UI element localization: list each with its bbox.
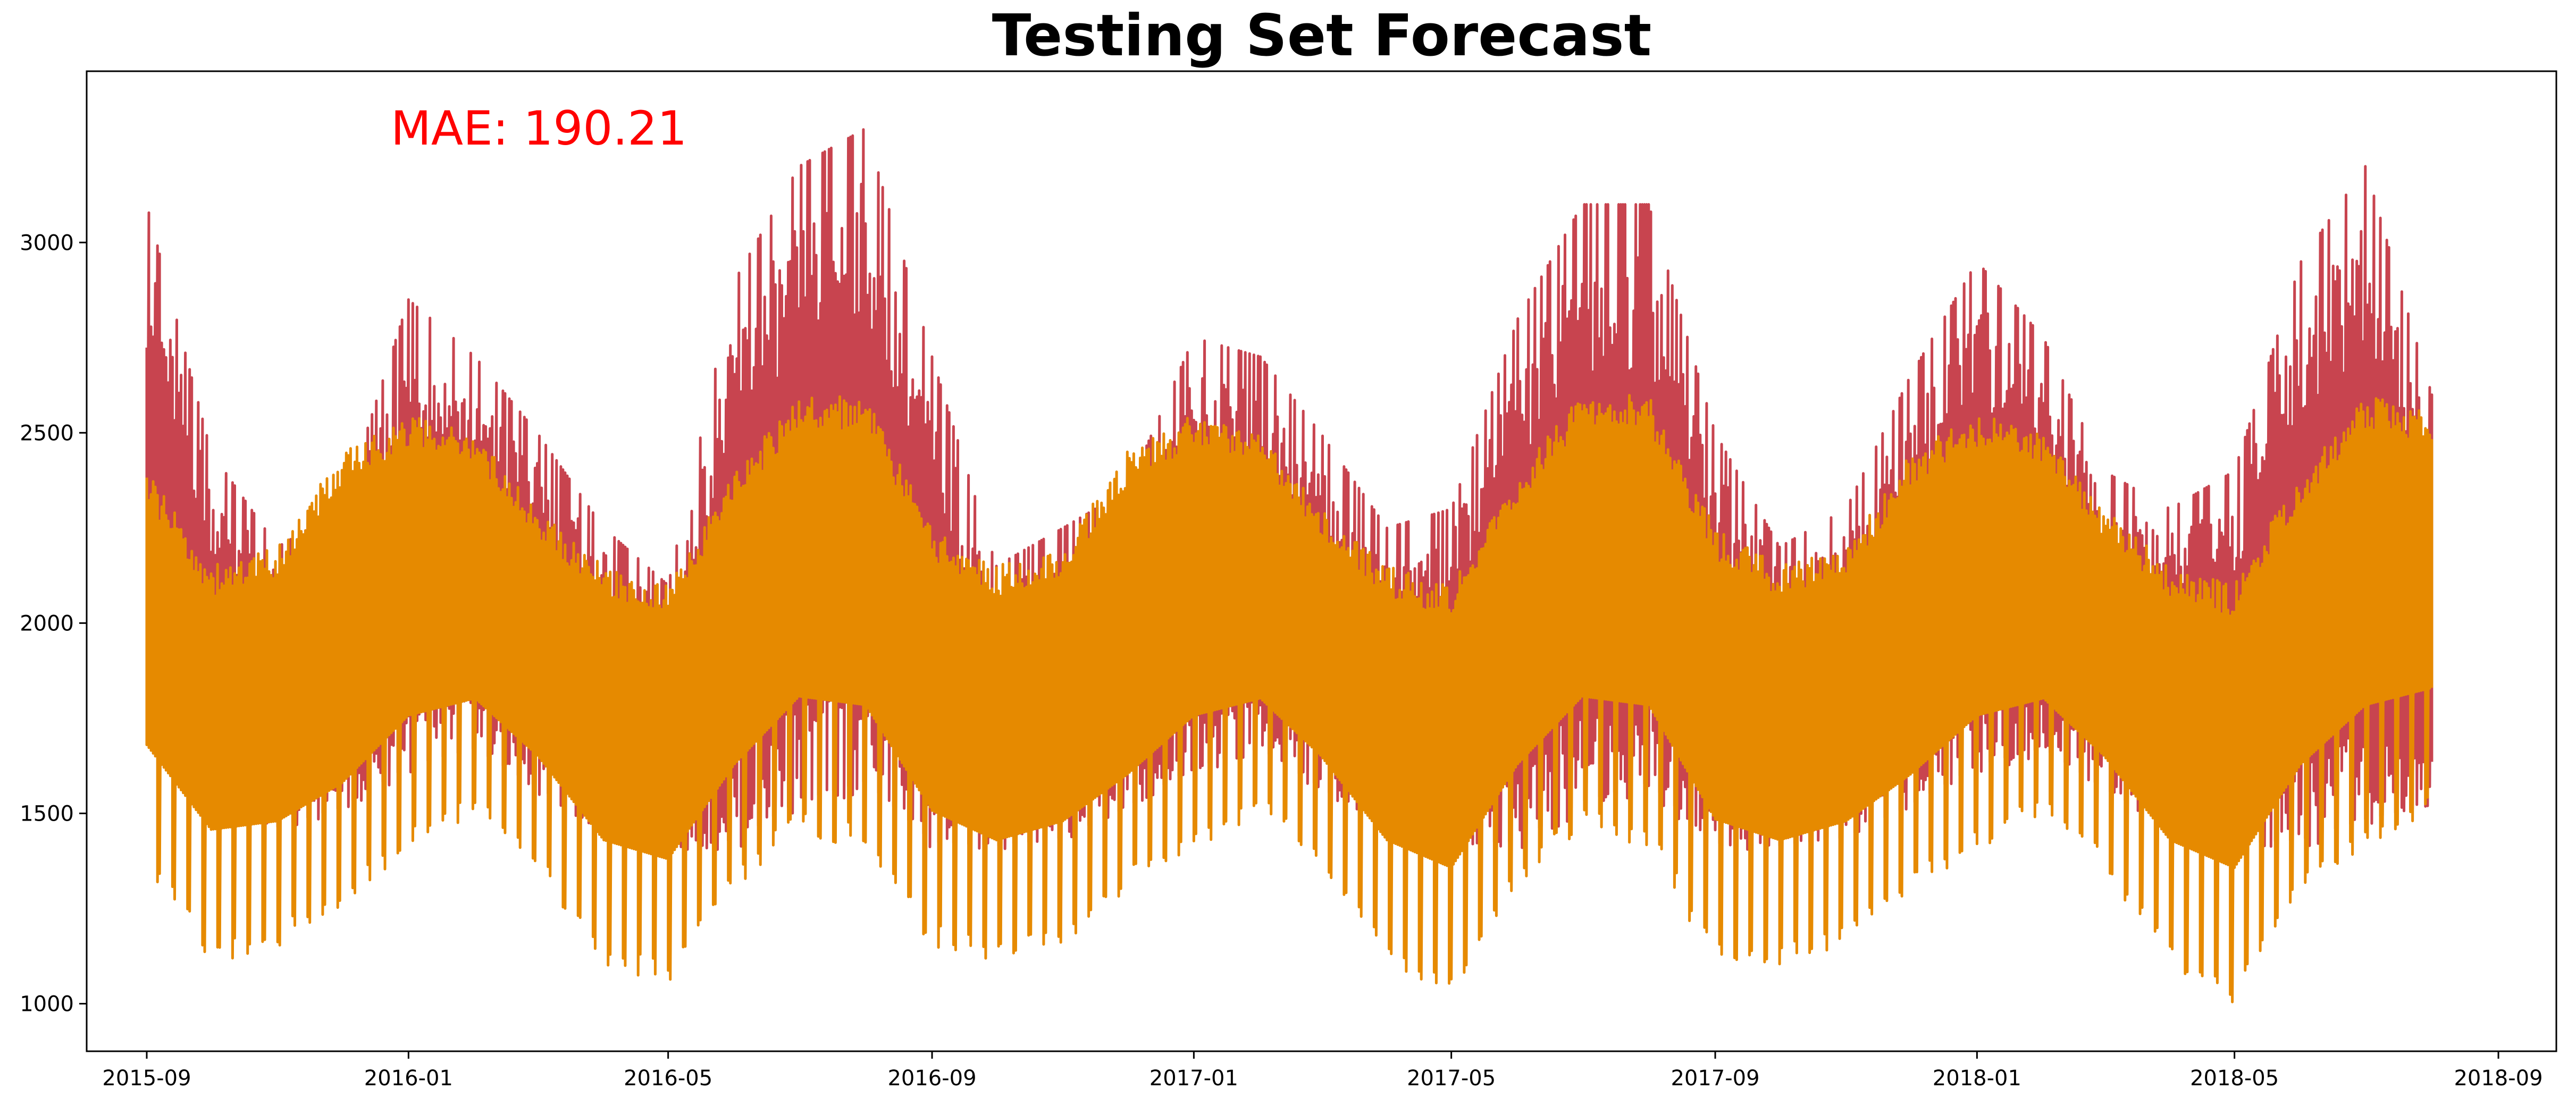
x-tick-label: 2016-01	[364, 1066, 453, 1091]
series-line-forecast	[145, 394, 2434, 1003]
x-tick-label: 2017-05	[1407, 1066, 1496, 1091]
chart-title: Testing Set Forecast	[992, 3, 1651, 69]
x-tick-label: 2015-09	[102, 1066, 191, 1091]
y-tick-label: 1500	[20, 801, 74, 826]
plot-frame	[86, 70, 2557, 1052]
x-tick-label: 2018-09	[2454, 1066, 2543, 1091]
axis-layer: 2015-09 2016-01 2016-05 2016-09 2017-01 2017-…	[20, 231, 2543, 1091]
mae-annotation: MAE: 190.21	[391, 101, 687, 156]
x-tick-label: 2017-01	[1149, 1066, 1238, 1091]
x-tick-label: 2017-09	[1671, 1066, 1759, 1091]
y-tick-label: 3000	[20, 231, 74, 255]
y-tick-label: 1000	[20, 992, 74, 1016]
y-tick-label: 2500	[20, 421, 74, 445]
x-tick-label: 2016-09	[887, 1066, 976, 1091]
y-tick-label: 2000	[20, 611, 74, 636]
series-layer	[145, 128, 2434, 1003]
x-tick-label: 2018-05	[2190, 1066, 2279, 1091]
x-tick-label: 2016-05	[624, 1066, 712, 1091]
x-tick-label: 2018-01	[1933, 1066, 2021, 1091]
